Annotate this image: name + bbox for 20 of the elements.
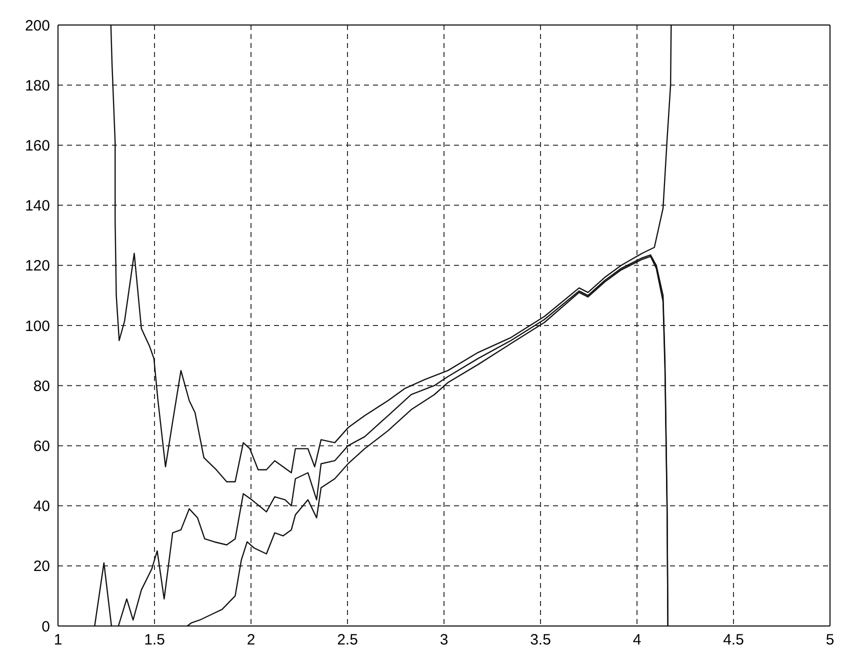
y-tick-label: 0 [42, 618, 50, 636]
y-tick-label: 120 [24, 258, 50, 275]
y-tick-label: 80 [33, 378, 50, 395]
y-tick-label: 40 [33, 498, 50, 516]
y-tick-label: 140 [24, 198, 50, 215]
y-tick-label: 100 [24, 318, 50, 335]
y-tick-label: 60 [33, 438, 50, 456]
x-tick-label: 5 [826, 632, 834, 649]
y-tick-label: 200 [24, 17, 50, 34]
x-tick-label: 1.5 [144, 632, 165, 649]
x-tick-label: 4 [632, 632, 642, 649]
x-tick-label: 4.5 [723, 632, 744, 649]
y-tick-label: 180 [24, 77, 50, 94]
x-tick-label: 2 [246, 632, 256, 649]
x-tick-label: 3 [440, 632, 448, 649]
x-tick-label: 1 [54, 632, 62, 649]
x-tick-label: 3.5 [530, 632, 551, 649]
y-tick-label: 20 [33, 558, 50, 576]
y-tick-label: 160 [24, 138, 50, 155]
x-tick-label: 2.5 [337, 632, 358, 649]
